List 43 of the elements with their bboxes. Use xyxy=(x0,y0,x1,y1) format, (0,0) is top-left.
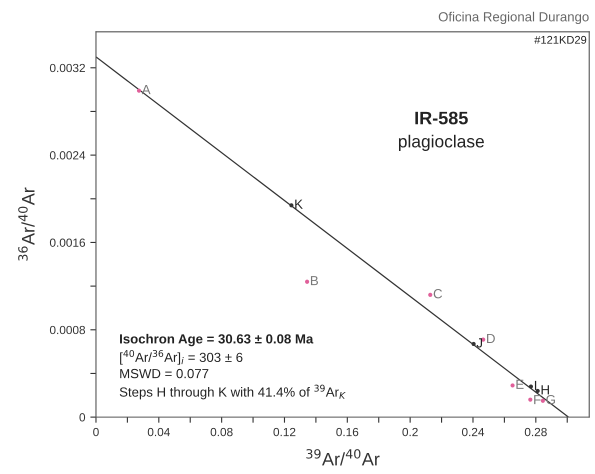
y-axis-title: $^{36}$Ar/$^{40}$Ar xyxy=(18,187,35,261)
x-axis-title: $^{39}$Ar/$^{40}$Ar xyxy=(306,449,380,466)
point xyxy=(510,383,515,388)
annotation: MSWD = 0.077 xyxy=(120,368,208,378)
text: Oficina Regional Durango xyxy=(438,12,589,24)
annotation: B xyxy=(310,276,318,286)
y-tick-label: 0.0024 xyxy=(50,151,86,160)
text: plagioclase xyxy=(398,134,484,151)
x-tick-label: 0.08 xyxy=(210,428,233,436)
text: IR-585 xyxy=(415,112,468,124)
point xyxy=(136,88,142,93)
annotation: A xyxy=(142,85,151,94)
x-tick-label: 0.16 xyxy=(336,428,358,436)
x-tick-label: 0.12 xyxy=(273,428,296,436)
y-tick-label: 0.0016 xyxy=(50,238,86,247)
x-tick-label: 0.2 xyxy=(402,428,418,436)
annotation: Steps H through K with 41.4% of $^{39}$Ar$_{K}$ xyxy=(120,384,346,400)
point xyxy=(305,280,310,284)
annotation: E xyxy=(516,380,524,389)
y-tick-label: 0 xyxy=(79,413,86,422)
x-tick-label: 0 xyxy=(93,428,99,436)
annotation: J xyxy=(476,338,482,348)
x-tick-label: 0.28 xyxy=(524,428,547,436)
annotation: G xyxy=(546,394,555,404)
annotation: F xyxy=(534,395,541,404)
x-tick-label: 0.24 xyxy=(462,428,484,436)
annotation: K xyxy=(295,200,303,209)
annotation: H xyxy=(542,385,549,394)
annotation: C xyxy=(434,289,442,298)
y-tick-label: 0.0008 xyxy=(50,326,86,334)
annotation: Isochron Age = 30.63 ± 0.08 Ma xyxy=(120,334,314,346)
annotation: D xyxy=(487,334,495,344)
annotation: #121KD29 xyxy=(534,36,586,44)
point xyxy=(472,342,476,346)
annotation: I xyxy=(534,380,536,390)
x-tick-label: 0.04 xyxy=(148,428,170,436)
y-tick-label: 0.0032 xyxy=(50,64,85,72)
point xyxy=(536,388,540,394)
point xyxy=(289,203,294,208)
annotation: [$^{40}$Ar/$^{36}$Ar]$_{i}$ = 303 ± 6 xyxy=(120,350,242,365)
point xyxy=(528,398,532,402)
point xyxy=(528,384,534,389)
point xyxy=(428,292,432,297)
